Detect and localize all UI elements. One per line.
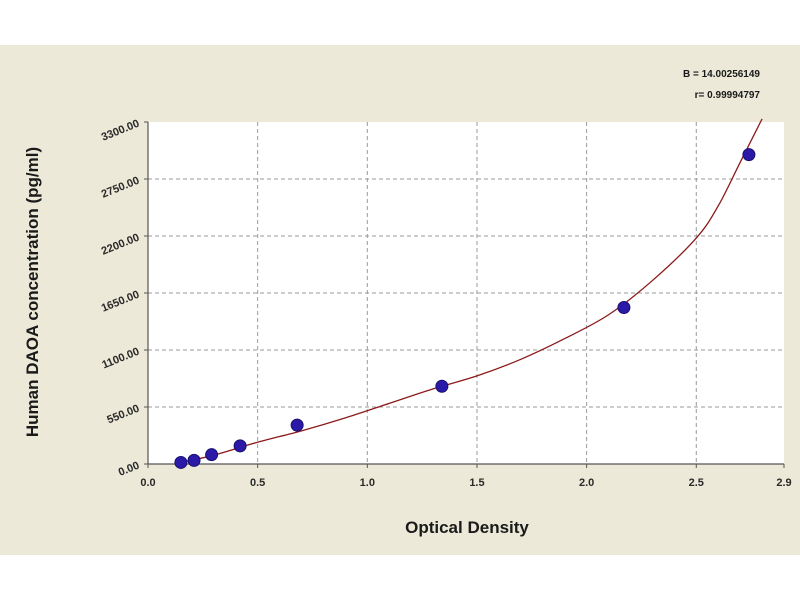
data-points [174, 148, 756, 469]
x-tick-label: 1.0 [360, 477, 375, 489]
data-point [742, 148, 756, 162]
y-tick-label: 1100.00 [100, 346, 141, 372]
y-tick-label: 2200.00 [100, 232, 141, 258]
x-axis-title: Optical Density [405, 518, 529, 537]
fit-parameter-b: B = 14.00256149 [683, 69, 760, 80]
data-point [435, 379, 449, 393]
x-tick-label: 2.9 [776, 477, 791, 489]
fit-curve [180, 118, 763, 464]
x-tick-label: 1.5 [469, 477, 484, 489]
grid-lines [148, 122, 784, 464]
x-tick-label: 2.0 [579, 477, 594, 489]
x-tick-label: 2.5 [689, 477, 704, 489]
data-point [233, 439, 247, 453]
y-tick-label: 1650.00 [100, 289, 141, 315]
x-tick-label: 0.0 [140, 477, 155, 489]
y-tick-label: 550.00 [105, 403, 141, 427]
y-axis-title: Human DAOA concentration (pg/ml) [23, 147, 42, 437]
data-point [205, 448, 219, 462]
y-tick-label: 0.00 [117, 460, 141, 479]
data-point [290, 418, 304, 432]
x-tick-labels: 0.0 0.5 1.0 1.5 2.0 2.5 2.9 [140, 477, 791, 489]
data-point [174, 455, 188, 469]
y-tick-label: 3300.00 [100, 118, 141, 144]
data-point [187, 453, 201, 467]
axes [144, 121, 785, 468]
y-tick-labels: 0.00 550.00 1100.00 1650.00 2200.00 2750.00 33… [100, 118, 141, 479]
data-point [617, 301, 631, 315]
y-tick-label: 2750.00 [100, 175, 141, 201]
fit-correlation-r: r= 0.99994797 [695, 90, 761, 101]
x-tick-label: 0.5 [250, 477, 265, 489]
